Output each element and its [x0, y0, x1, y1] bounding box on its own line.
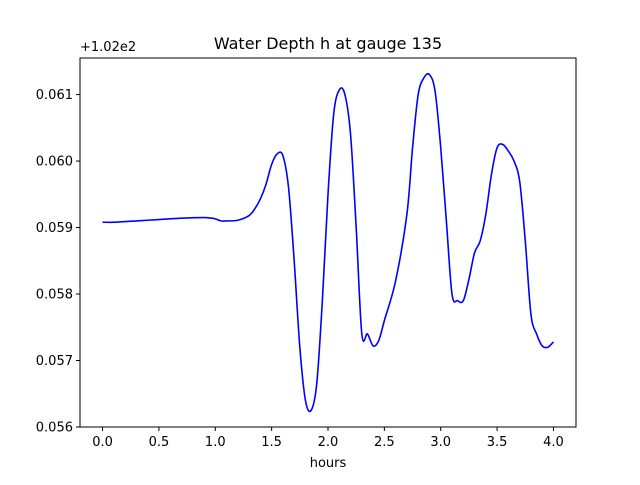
y-axis: 0.056 0.057 0.058 0.059 0.060 0.061: [36, 88, 80, 436]
y-tick-label: 0.059: [36, 221, 73, 236]
chart-title: Water Depth h at gauge 135: [214, 34, 442, 53]
y-tick-label: 0.056: [36, 421, 73, 436]
series-layer: [102, 72, 555, 413]
y-tick-label: 0.058: [36, 288, 73, 303]
y-tick-label: 0.057: [36, 354, 73, 369]
x-tick-label: 1.5: [261, 435, 282, 450]
x-tick-label: 1.0: [205, 435, 226, 450]
x-tick-label: 3.0: [430, 435, 451, 450]
x-tick-label: 3.5: [487, 435, 508, 450]
series-line: [102, 72, 555, 413]
x-tick-label: 0.5: [149, 435, 170, 450]
y-tick-label: 0.060: [36, 155, 73, 170]
x-tick-label: 0.0: [92, 435, 113, 450]
plot-area-frame: [79, 57, 577, 428]
x-tick-label: 2.0: [318, 435, 339, 450]
y-offset-label: +1.02e2: [80, 40, 136, 55]
x-tick-label: 2.5: [374, 435, 395, 450]
x-axis-label: hours: [310, 456, 347, 471]
x-tick-label: 4.0: [543, 435, 564, 450]
y-tick-label: 0.061: [36, 88, 73, 103]
x-axis: 0.0 0.5 1.0 1.5 2.0 2.5 3.0 3.5 4.0: [92, 427, 564, 450]
